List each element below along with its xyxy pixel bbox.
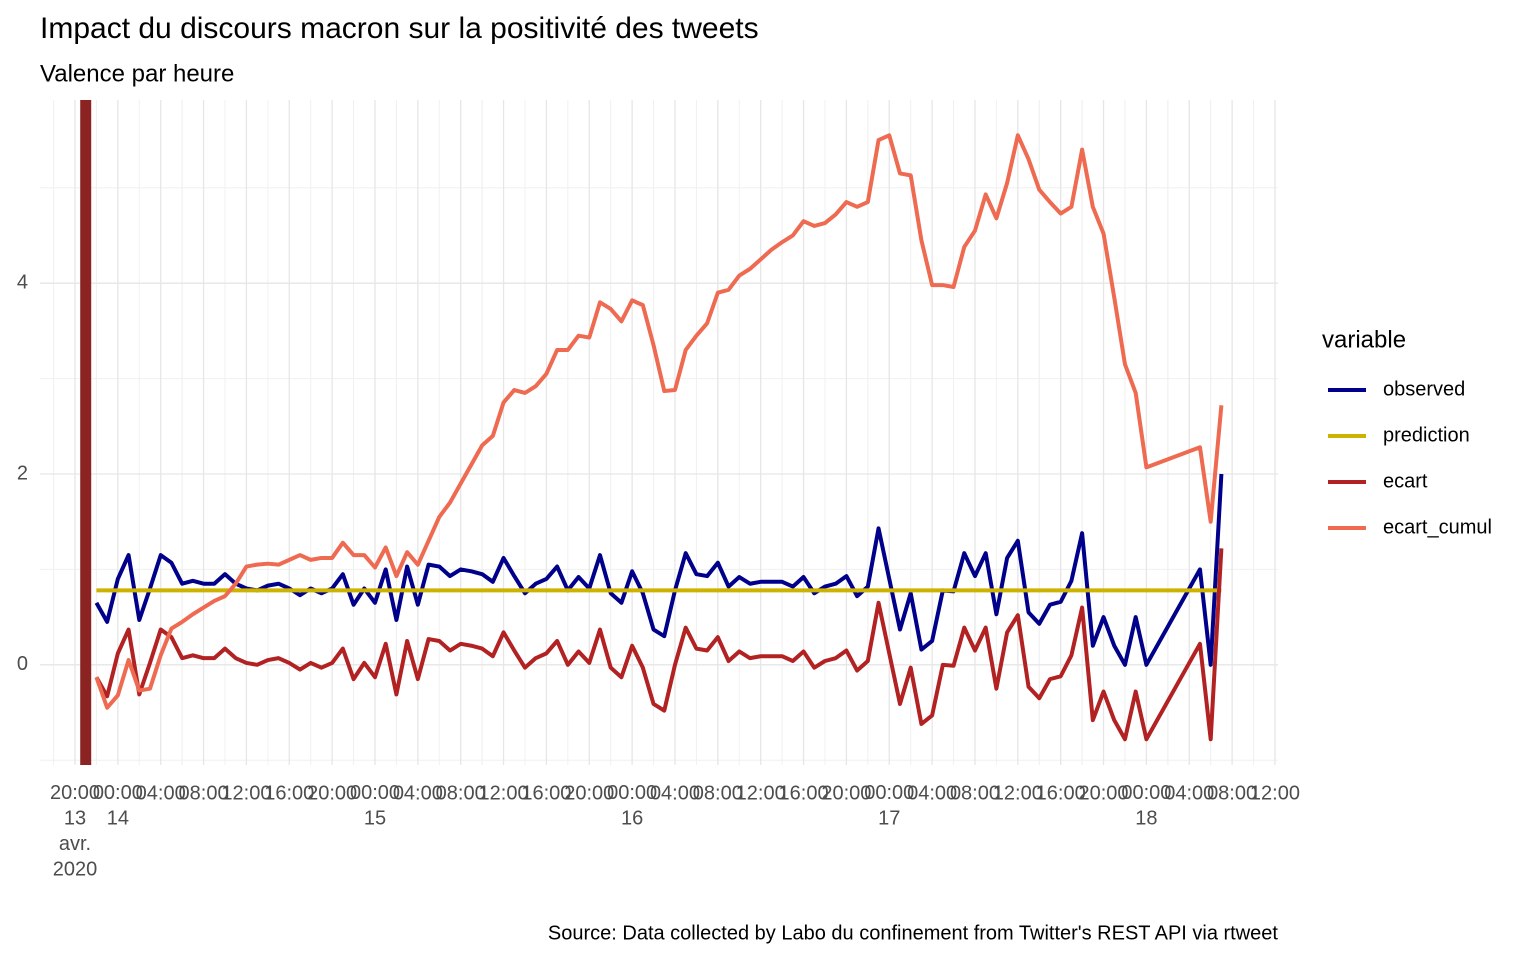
x-tick-label: 12:00 xyxy=(1250,782,1300,804)
x-tick-label: 20:00 13 avr. 2020 xyxy=(50,782,100,881)
x-tick-label: 04:00 xyxy=(650,782,700,804)
legend-title: variable xyxy=(1322,326,1406,353)
x-tick-label: 20:00 xyxy=(564,782,614,804)
legend-label: ecart_cumul xyxy=(1383,516,1492,538)
x-tick-label: 08:00 xyxy=(1207,782,1257,804)
y-tick-label: 4 xyxy=(17,271,28,293)
legend-label: observed xyxy=(1383,378,1465,400)
y-tick-label: 0 xyxy=(17,653,28,675)
x-tick-label: 00:00 16 xyxy=(607,782,657,830)
caption: Source: Data collected by Labo du confin… xyxy=(548,922,1279,944)
y-tick-label: 2 xyxy=(17,462,28,484)
series-line xyxy=(94,548,1224,742)
x-tick-label: 12:00 xyxy=(479,782,529,804)
x-tick-label: 20:00 xyxy=(821,782,871,804)
x-tick-label: 12:00 xyxy=(736,782,786,804)
series-line xyxy=(94,133,1224,710)
x-tick-label: 20:00 xyxy=(307,782,357,804)
x-tick-label: 16:00 xyxy=(779,782,829,804)
x-tick-label: 12:00 xyxy=(221,782,271,804)
legend-label: prediction xyxy=(1383,424,1470,446)
x-tick-label: 16:00 xyxy=(521,782,571,804)
plot-area xyxy=(80,100,1224,765)
x-tick-label: 12:00 xyxy=(993,782,1043,804)
chart-title: Impact du discours macron sur la positiv… xyxy=(40,12,759,45)
x-tick-label: 00:00 15 xyxy=(350,782,400,830)
series-line xyxy=(94,473,1224,667)
x-tick-label: 08:00 xyxy=(693,782,743,804)
legend-label: ecart xyxy=(1383,470,1428,492)
chart-subtitle: Valence par heure xyxy=(40,60,234,87)
x-tick-label: 08:00 xyxy=(436,782,486,804)
x-tick-label: 00:00 14 xyxy=(93,782,143,830)
x-tick-label: 04:00 xyxy=(1164,782,1214,804)
x-tick-label: 16:00 xyxy=(264,782,314,804)
x-tick-label: 16:00 xyxy=(1036,782,1086,804)
x-tick-label: 04:00 xyxy=(393,782,443,804)
x-tick-label: 00:00 17 xyxy=(864,782,914,830)
x-tick-label: 08:00 xyxy=(950,782,1000,804)
x-tick-label: 04:00 xyxy=(136,782,186,804)
x-tick-label: 04:00 xyxy=(907,782,957,804)
x-tick-label: 20:00 xyxy=(1079,782,1129,804)
x-tick-label: 00:00 18 xyxy=(1121,782,1171,830)
x-tick-label: 08:00 xyxy=(179,782,229,804)
